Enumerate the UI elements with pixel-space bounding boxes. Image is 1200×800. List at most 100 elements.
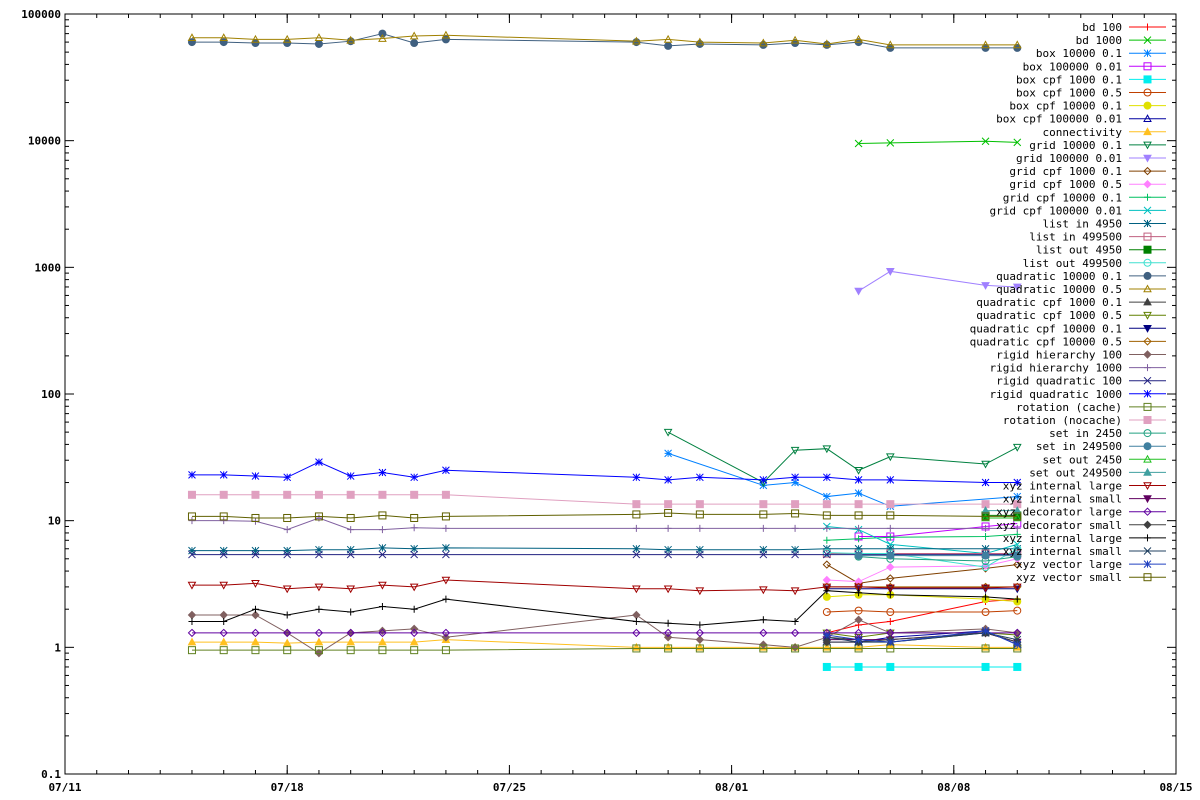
data-point	[441, 646, 450, 655]
data-point	[219, 512, 228, 521]
data-point	[1013, 560, 1022, 569]
data-point	[188, 470, 196, 479]
x-tick-label: 07/18	[271, 781, 304, 794]
series-1	[854, 137, 1022, 148]
data-point	[664, 41, 673, 50]
data-point	[283, 550, 292, 559]
data-point	[219, 550, 228, 559]
data-point	[822, 637, 832, 647]
legend-marker	[1143, 36, 1152, 44]
data-point	[378, 34, 387, 42]
y-tick-label: 0.1	[41, 768, 61, 781]
legend-marker	[1143, 442, 1152, 451]
legend-label: grid cpf 1000 0.1	[1009, 165, 1122, 178]
legend-label: list in 4950	[1043, 218, 1122, 231]
legend-label: xyz internal small	[1003, 545, 1122, 558]
data-point	[758, 586, 768, 595]
data-point	[632, 617, 640, 625]
data-point	[315, 605, 323, 613]
data-point	[854, 475, 863, 484]
data-point	[855, 589, 863, 597]
legend-marker	[1144, 534, 1151, 542]
legend-label: rigid hierarchy 1000	[990, 362, 1122, 375]
data-point	[378, 637, 387, 646]
data-point	[790, 587, 800, 596]
data-point	[695, 37, 705, 46]
data-point	[759, 475, 768, 484]
data-point	[251, 637, 260, 646]
data-point	[885, 584, 895, 593]
data-point	[346, 35, 356, 44]
x-tick-label: 08/01	[715, 781, 748, 794]
data-point	[632, 500, 641, 509]
data-point	[632, 510, 641, 519]
data-point	[823, 524, 831, 532]
legend-marker	[1143, 271, 1152, 280]
legend-entry: box cpf 1000 0.1	[1016, 73, 1166, 86]
legend-entry: xyz vector small	[1016, 571, 1166, 584]
legend-marker	[1143, 166, 1152, 176]
data-point	[1012, 443, 1022, 452]
legend-entry: grid cpf 1000 0.5	[1009, 178, 1166, 191]
series-41	[822, 626, 1022, 649]
legend-marker	[1143, 206, 1152, 215]
data-point	[409, 31, 419, 40]
legend-label: bd 1000	[1076, 34, 1122, 47]
y-tick-label: 10	[48, 515, 61, 528]
data-point	[696, 621, 704, 629]
data-point	[314, 39, 323, 48]
data-point	[410, 473, 419, 482]
series-32	[854, 551, 1022, 560]
series-30	[187, 490, 1022, 509]
data-point	[251, 646, 260, 655]
legend-marker	[1143, 429, 1152, 438]
legend-label: xyz vector small	[1016, 571, 1122, 584]
data-point	[219, 637, 229, 646]
data-point	[220, 517, 228, 525]
data-point	[854, 615, 863, 624]
legend-entry: grid cpf 10000 0.1	[1003, 191, 1166, 204]
data-point	[854, 511, 863, 520]
legend-marker	[1143, 127, 1152, 136]
y-tick-label: 100000	[21, 8, 61, 21]
data-point	[758, 38, 768, 47]
data-point	[346, 545, 355, 554]
data-point	[791, 478, 799, 487]
legend-marker	[1143, 495, 1152, 504]
data-point	[822, 511, 831, 520]
data-point	[251, 34, 260, 43]
legend-marker	[1143, 232, 1152, 241]
data-point	[759, 545, 768, 554]
data-point	[854, 544, 863, 553]
legend-marker	[1143, 114, 1152, 122]
data-point	[283, 611, 291, 619]
data-point	[664, 508, 673, 517]
data-point	[188, 617, 196, 625]
data-point	[219, 490, 228, 499]
data-point	[695, 500, 704, 509]
legend-label: bd 100	[1082, 21, 1122, 34]
data-point	[759, 524, 767, 532]
data-point	[886, 562, 895, 572]
legend-entry: box 10000 0.1	[1036, 47, 1166, 60]
data-point	[759, 510, 768, 519]
series-line	[191, 512, 1018, 519]
series-line	[191, 579, 1018, 592]
data-point	[981, 506, 990, 514]
legend-marker	[1143, 101, 1152, 110]
data-point	[663, 633, 673, 642]
legend-marker	[1143, 507, 1152, 516]
series-4	[822, 662, 1022, 671]
data-point	[441, 490, 450, 499]
legend-entry: box 100000 0.01	[1023, 60, 1166, 73]
legend-label: quadratic 10000 0.1	[996, 270, 1122, 283]
data-point	[885, 453, 895, 462]
legend-label: set out 2450	[1043, 453, 1122, 466]
data-point	[886, 500, 895, 509]
series-5	[822, 606, 1022, 617]
data-point	[442, 595, 450, 603]
data-point	[1013, 512, 1022, 521]
data-point	[822, 39, 832, 48]
legend-entry: rotation (nocache)	[1003, 414, 1166, 427]
